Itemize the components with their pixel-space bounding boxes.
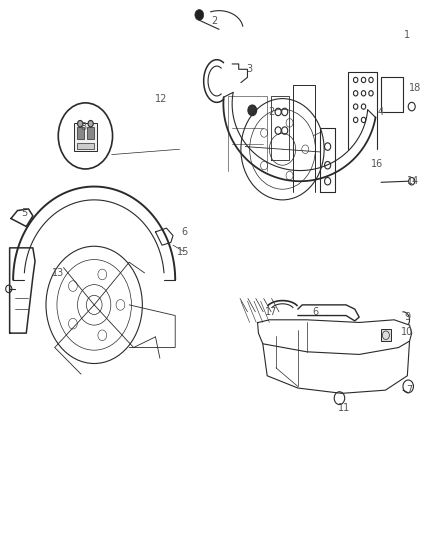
Text: 9: 9 xyxy=(404,312,410,322)
Text: 16: 16 xyxy=(371,159,383,168)
Text: 6: 6 xyxy=(181,227,187,237)
Circle shape xyxy=(248,105,257,116)
Text: 12: 12 xyxy=(155,94,167,103)
Text: 6: 6 xyxy=(312,307,318,317)
Text: 3: 3 xyxy=(247,64,253,74)
Text: 15: 15 xyxy=(177,247,189,256)
Text: 1: 1 xyxy=(404,30,410,39)
Text: 17: 17 xyxy=(265,307,277,317)
FancyBboxPatch shape xyxy=(381,329,391,341)
Text: 14: 14 xyxy=(406,176,419,186)
Text: 2: 2 xyxy=(268,107,275,117)
Text: 8: 8 xyxy=(80,122,86,132)
Text: 18: 18 xyxy=(409,83,421,93)
FancyBboxPatch shape xyxy=(87,127,94,139)
Circle shape xyxy=(195,10,204,20)
Text: 2: 2 xyxy=(212,17,218,26)
Text: 11: 11 xyxy=(338,403,350,413)
FancyBboxPatch shape xyxy=(74,123,97,151)
FancyBboxPatch shape xyxy=(77,127,84,139)
Text: 10: 10 xyxy=(401,327,413,336)
Text: 5: 5 xyxy=(21,208,27,218)
Text: 7: 7 xyxy=(406,385,413,395)
Circle shape xyxy=(78,120,83,127)
Text: 13: 13 xyxy=(52,269,64,278)
Text: 4: 4 xyxy=(378,107,384,117)
Circle shape xyxy=(88,120,93,127)
FancyBboxPatch shape xyxy=(77,143,94,149)
